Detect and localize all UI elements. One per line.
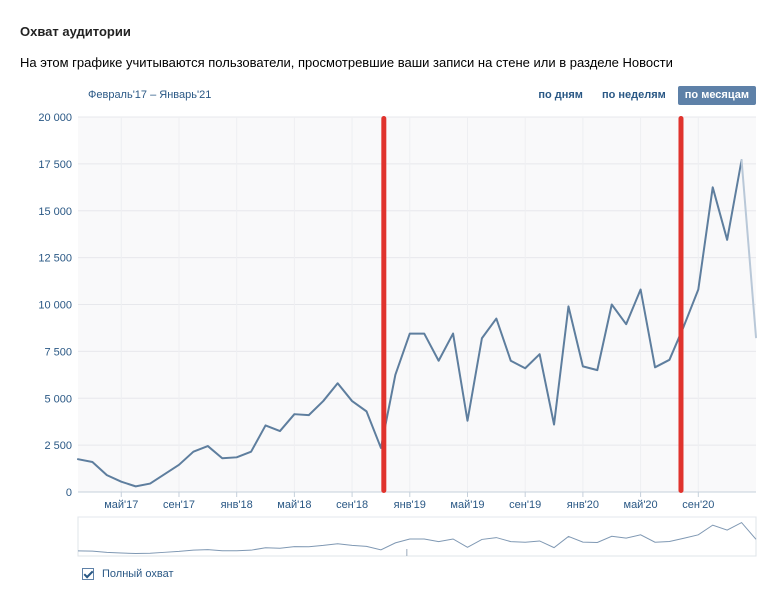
- y-tick-label: 5 000: [44, 393, 72, 405]
- x-tick-label: янв'19: [394, 499, 426, 511]
- red-marker-line: [678, 116, 684, 493]
- x-tick-label: янв'20: [567, 499, 599, 511]
- navigator-line: [77, 521, 757, 554]
- x-tick-label: сен'19: [509, 499, 541, 511]
- tab-by-weeks[interactable]: по неделям: [601, 89, 666, 101]
- chart-description: На этом графике учитываются пользователи…: [20, 55, 673, 70]
- y-tick-label: 2 500: [44, 440, 72, 452]
- legend-label: Полный охват: [102, 568, 174, 580]
- x-tick-label: май'20: [624, 499, 658, 511]
- page-title: Охват аудитории: [20, 24, 131, 39]
- period-tabs: по дням по неделям по месяцам: [526, 86, 756, 105]
- y-tick-label: 15 000: [38, 206, 72, 218]
- x-tick-label: май'17: [104, 499, 138, 511]
- x-tick-label: сен'20: [682, 499, 714, 511]
- date-range-label[interactable]: Февраль'17 – Январь'21: [88, 89, 212, 101]
- x-tick-label: янв'18: [221, 499, 253, 511]
- y-tick-label: 10 000: [38, 300, 72, 312]
- tab-by-days[interactable]: по дням: [538, 89, 583, 101]
- y-tick-label: 12 500: [38, 253, 72, 265]
- legend[interactable]: Полный охват: [82, 568, 174, 580]
- x-tick-label: май'19: [450, 499, 484, 511]
- navigator-frame: [77, 516, 757, 557]
- reach-line-partial: [740, 159, 757, 339]
- y-tick-label: 20 000: [38, 112, 72, 124]
- x-tick-label: сен'18: [336, 499, 368, 511]
- red-marker-line: [381, 116, 387, 493]
- x-tick-label: сен'17: [163, 499, 195, 511]
- y-tick-label: 7 500: [44, 346, 72, 358]
- reach-line: [77, 159, 743, 488]
- tab-by-months[interactable]: по месяцам: [677, 86, 756, 105]
- x-tick-label: май'18: [277, 499, 311, 511]
- y-tick-label: 17 500: [38, 159, 72, 171]
- y-tick-label: 0: [66, 487, 72, 499]
- full-reach-checkbox[interactable]: [82, 568, 94, 580]
